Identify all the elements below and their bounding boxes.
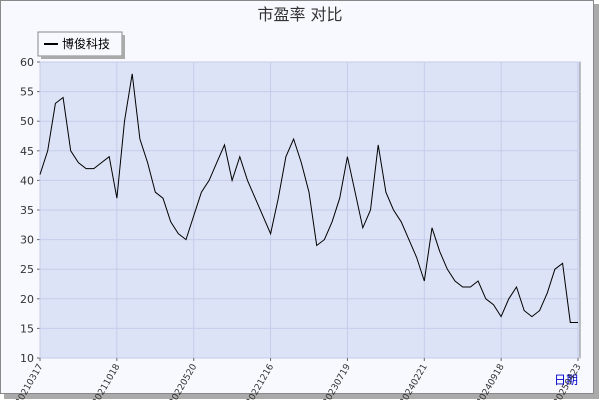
y-tick-label: 35 — [20, 204, 34, 217]
y-tick-label: 30 — [20, 234, 34, 247]
y-tick-label: 25 — [20, 263, 34, 276]
y-tick-label: 45 — [20, 145, 34, 158]
shadow — [4, 394, 599, 399]
y-tick-label: 20 — [20, 293, 34, 306]
y-tick-label: 10 — [20, 352, 34, 365]
x-axis-label: 日期 — [554, 373, 578, 387]
y-tick-label: 40 — [20, 174, 34, 187]
y-tick-label: 55 — [20, 86, 34, 99]
y-tick-label: 50 — [20, 115, 34, 128]
legend-shadow — [41, 56, 125, 59]
y-tick-label: 60 — [20, 56, 34, 69]
legend-label: 博俊科技 — [62, 36, 110, 51]
legend-shadow — [122, 35, 125, 59]
legend: 博俊科技 — [37, 31, 125, 59]
shadow — [594, 4, 599, 399]
y-tick-label: 15 — [20, 322, 34, 335]
chart-title: 市盈率 对比 — [257, 5, 342, 24]
series-line — [39, 73, 578, 323]
